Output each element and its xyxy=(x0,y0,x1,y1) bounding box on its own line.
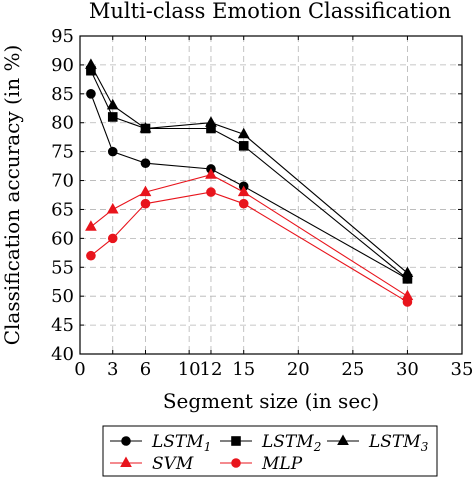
data-point xyxy=(139,121,152,133)
data-point xyxy=(238,198,249,209)
series-lstm2 xyxy=(86,65,413,284)
data-point xyxy=(85,220,97,231)
legend-label: MLP xyxy=(261,454,303,474)
data-point xyxy=(401,266,414,278)
series-svm xyxy=(85,168,414,301)
y-tick-label: 65 xyxy=(51,199,74,220)
data-point xyxy=(237,185,250,197)
legend-entry: LSTM3 xyxy=(327,432,429,454)
data-point xyxy=(86,250,96,261)
legend-swatch-marker xyxy=(337,434,349,445)
data-point xyxy=(107,233,118,244)
data-point xyxy=(140,198,151,209)
data-point xyxy=(85,58,97,69)
data-point xyxy=(402,297,413,307)
x-axis-label: Segment size (in sec) xyxy=(163,389,379,413)
x-tick-label: 25 xyxy=(341,359,364,380)
legend-label: LSTM3 xyxy=(368,432,429,454)
data-point xyxy=(140,158,151,168)
x-tick-label: 12 xyxy=(200,359,223,380)
x-tick-label: 10 xyxy=(178,359,201,380)
legend-entry: MLP xyxy=(220,454,303,474)
data-point xyxy=(139,185,152,197)
legend-box xyxy=(102,425,438,477)
data-point xyxy=(106,202,119,214)
legend-entry: SVM xyxy=(110,454,194,474)
x-tick-label: 35 xyxy=(451,359,474,380)
data-point xyxy=(86,89,96,99)
legend-swatch-marker xyxy=(231,436,241,446)
series-line xyxy=(90,64,408,274)
legend-swatch-marker xyxy=(121,436,131,446)
data-point xyxy=(238,141,249,151)
x-tick-label: 15 xyxy=(232,359,255,380)
x-tick-label: 0 xyxy=(74,359,85,380)
y-tick-label: 40 xyxy=(51,344,74,365)
y-tick-label: 50 xyxy=(51,286,74,307)
series-mlp xyxy=(86,187,413,307)
legend-swatch-marker xyxy=(120,456,132,467)
y-tick-label: 60 xyxy=(51,228,74,249)
chart-title: Multi-class Emotion Classification xyxy=(89,0,451,23)
x-tick-label: 6 xyxy=(140,359,151,380)
legend: LSTM1 LSTM2 LSTM3 SVM MLP xyxy=(102,425,438,477)
plot-frame xyxy=(79,35,463,355)
x-tick-label: 3 xyxy=(107,359,118,380)
legend-label: LSTM2 xyxy=(261,432,321,454)
series-lstm3 xyxy=(85,58,414,278)
data-point xyxy=(106,98,119,110)
legend-label: LSTM1 xyxy=(151,432,211,454)
series-line xyxy=(90,191,408,303)
data-point xyxy=(205,168,217,179)
y-tick-label: 85 xyxy=(51,84,74,105)
series-line xyxy=(90,93,408,280)
data-point xyxy=(237,127,250,139)
y-tick-label: 70 xyxy=(51,171,74,192)
y-tick-label: 75 xyxy=(51,142,74,163)
legend-label: SVM xyxy=(152,454,194,474)
legend-swatch-marker xyxy=(231,458,241,468)
legend-entry: LSTM2 xyxy=(220,432,321,454)
y-tick-label: 80 xyxy=(51,113,74,134)
data-point xyxy=(206,187,216,197)
y-tick-label: 90 xyxy=(51,55,74,76)
legend-entry: LSTM1 xyxy=(110,432,211,454)
y-tick-label: 55 xyxy=(51,257,74,278)
x-tick-label: 30 xyxy=(396,359,419,380)
y-tick-label: 95 xyxy=(51,26,74,47)
data-point xyxy=(107,112,118,122)
data-point xyxy=(107,146,118,157)
series-line xyxy=(90,174,408,297)
x-tick-label: 20 xyxy=(287,359,310,380)
grid xyxy=(80,36,462,354)
series xyxy=(85,58,414,307)
y-axis-label: Classification accuracy (in %) xyxy=(0,45,24,346)
series-lstm1 xyxy=(86,89,413,284)
data-point xyxy=(205,116,217,127)
y-tick-label: 45 xyxy=(51,315,74,336)
series-line xyxy=(90,70,408,280)
